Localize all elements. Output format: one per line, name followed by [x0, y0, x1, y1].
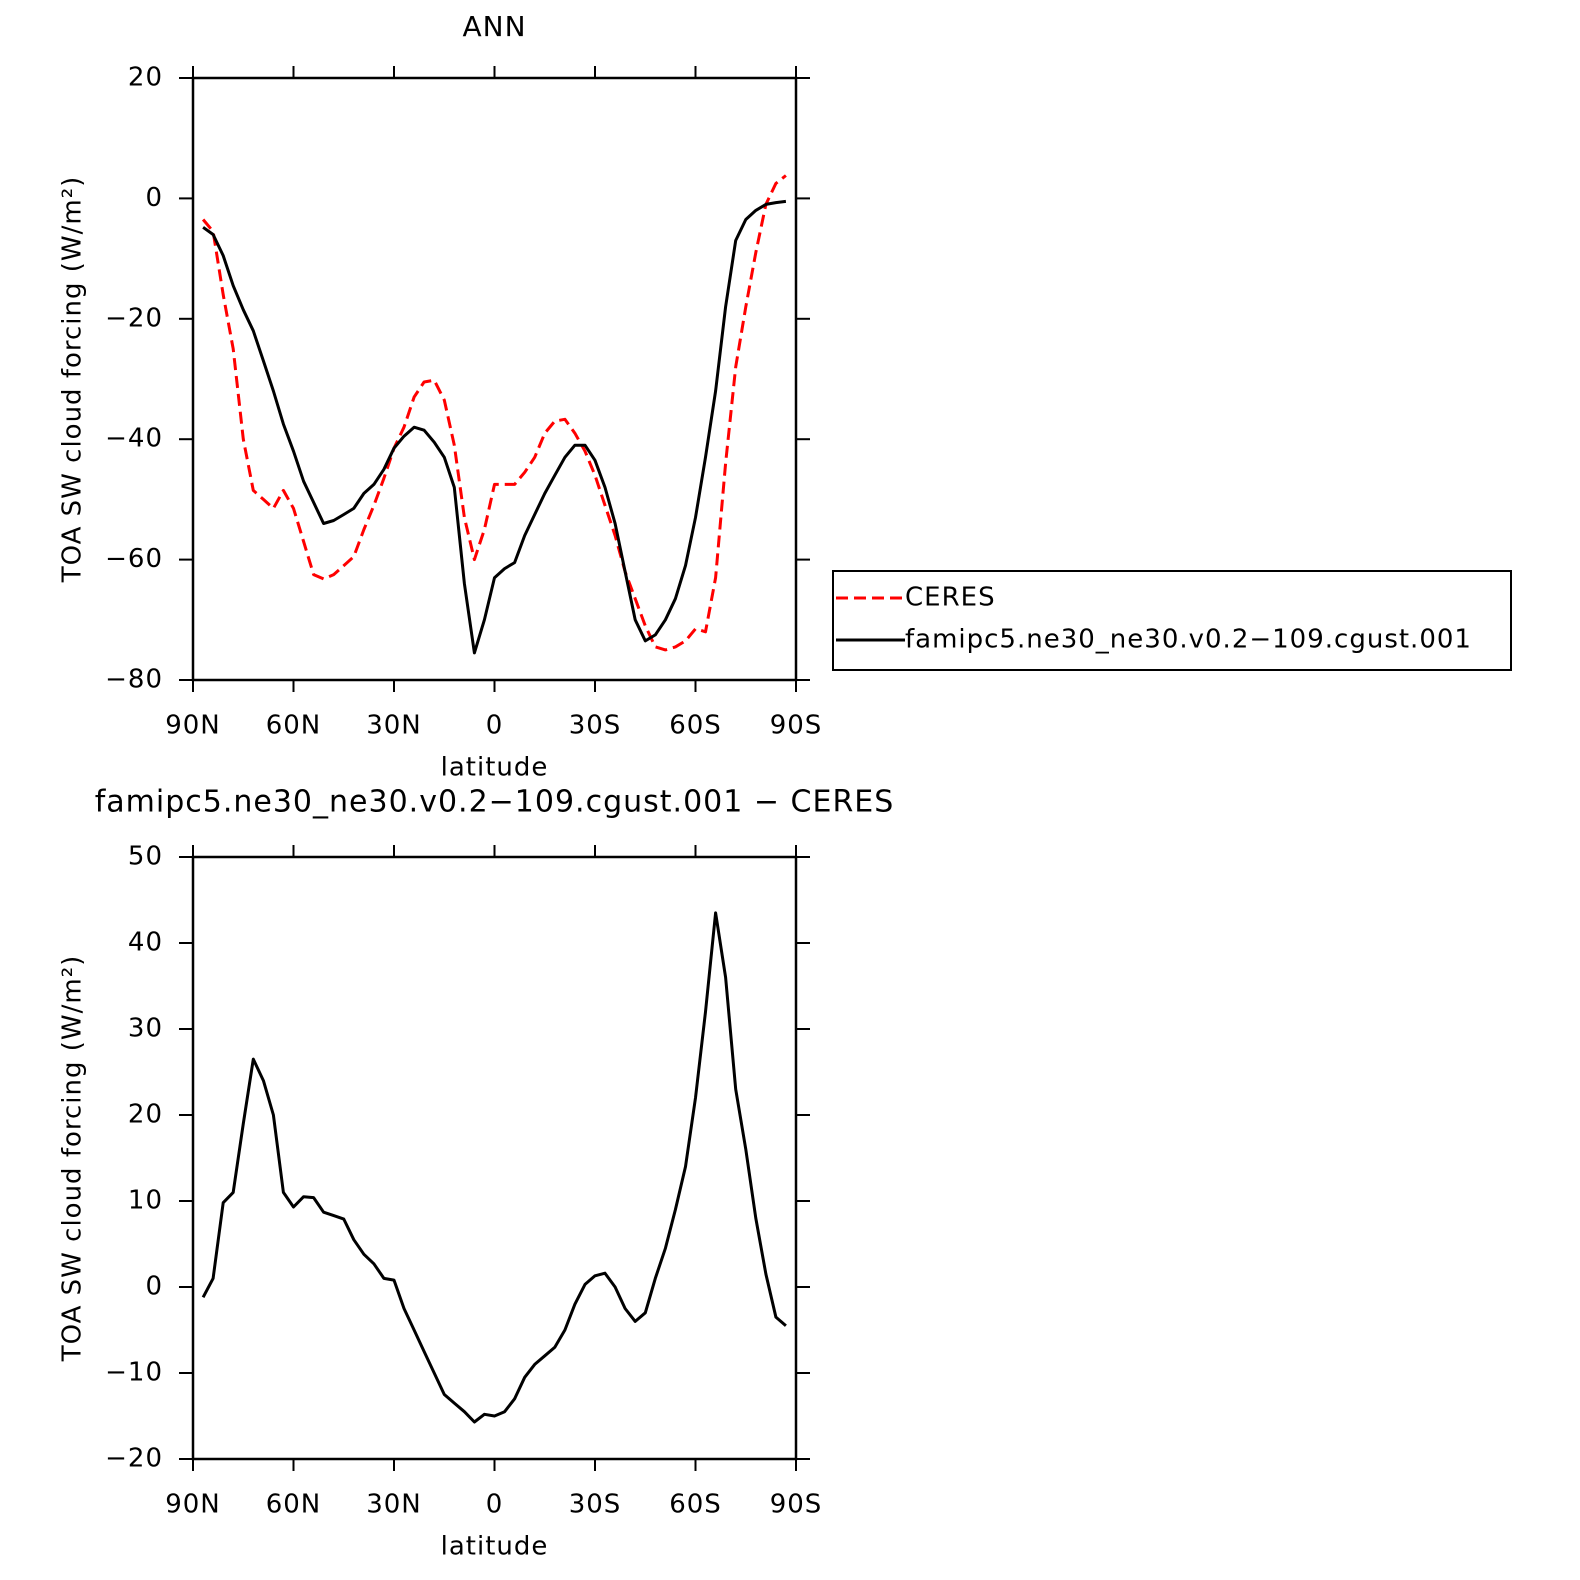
y-axis-label: TOA SW cloud forcing (W/m²) — [58, 176, 88, 584]
y-tick-label: −10 — [105, 1358, 163, 1388]
y-tick-label: 10 — [128, 1186, 163, 1216]
y-tick-label: −80 — [105, 665, 163, 695]
y-tick-label: 20 — [128, 63, 163, 93]
y-tick-label: −40 — [105, 424, 163, 454]
legend-label: CERES — [905, 583, 996, 613]
chart-title: famipc5.ne30_ne30.v0.2−109.cgust.001 − C… — [95, 785, 895, 820]
x-tick-label: 60S — [669, 711, 722, 741]
x-tick-label: 90S — [770, 1490, 823, 1520]
x-tick-label: 60S — [669, 1490, 722, 1520]
x-tick-label: 0 — [486, 711, 504, 741]
legend-label: famipc5.ne30_ne30.v0.2−109.cgust.001 — [905, 625, 1472, 655]
y-tick-label: 40 — [128, 928, 163, 958]
series-line — [201, 911, 787, 1424]
y-tick-label: 0 — [145, 183, 163, 213]
y-tick-label: −20 — [105, 1444, 163, 1474]
plot-frame — [191, 76, 798, 682]
y-axis-label: TOA SW cloud forcing (W/m²) — [58, 955, 88, 1363]
x-tick-label: 90N — [165, 711, 221, 741]
y-tick-label: 20 — [128, 1100, 163, 1130]
plot-frame — [191, 855, 798, 1461]
y-tick-label: 50 — [128, 842, 163, 872]
y-tick-label: −20 — [105, 303, 163, 333]
x-tick-label: 30S — [569, 1490, 622, 1520]
x-tick-label: 60N — [266, 1490, 322, 1520]
x-tick-label: 30N — [366, 1490, 422, 1520]
chart-title: ANN — [462, 10, 526, 43]
y-tick-label: −60 — [105, 544, 163, 574]
x-tick-label: 90N — [165, 1490, 221, 1520]
x-tick-label: 0 — [486, 1490, 504, 1520]
x-tick-label: 30S — [569, 711, 622, 741]
x-tick-label: 30N — [366, 711, 422, 741]
x-tick-label: 60N — [266, 711, 322, 741]
legend-box — [832, 570, 1512, 671]
x-axis-label: latitude — [441, 1532, 549, 1562]
series-line — [202, 199, 787, 655]
x-tick-label: 90S — [770, 711, 823, 741]
y-tick-label: 30 — [128, 1014, 163, 1044]
series-line — [201, 174, 787, 652]
x-axis-label: latitude — [441, 753, 549, 783]
y-tick-label: 0 — [145, 1272, 163, 1302]
